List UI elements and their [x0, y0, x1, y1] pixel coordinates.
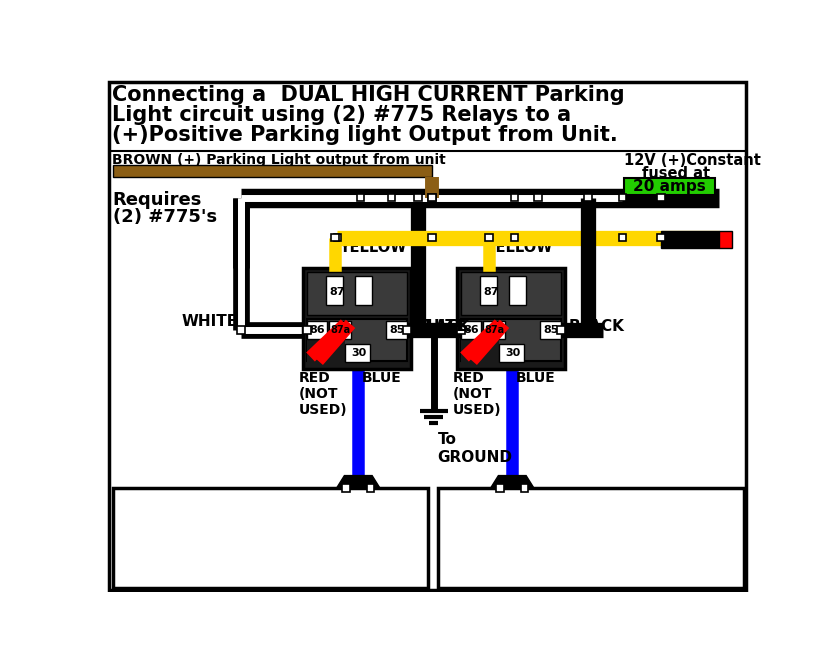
Bar: [113, 488, 428, 588]
Text: Requires: Requires: [113, 192, 202, 209]
Bar: [331, 234, 339, 241]
Text: vehicle...: vehicle...: [120, 528, 213, 546]
Bar: [619, 234, 626, 241]
Text: Connecting a  DUAL HIGH CURRENT Parking: Connecting a DUAL HIGH CURRENT Parking: [112, 85, 625, 105]
Bar: [584, 194, 591, 201]
Bar: [540, 321, 561, 339]
Text: 86: 86: [463, 325, 479, 335]
Text: 86: 86: [310, 325, 326, 335]
Bar: [660, 231, 719, 249]
Bar: [534, 194, 542, 201]
Bar: [511, 234, 519, 241]
Text: LEFT Parking Light wire on: LEFT Parking Light wire on: [120, 507, 391, 525]
Polygon shape: [337, 475, 380, 488]
Bar: [303, 269, 411, 368]
Bar: [461, 321, 481, 339]
Text: 87a: 87a: [484, 325, 504, 335]
Text: To
GROUND: To GROUND: [438, 432, 513, 465]
Bar: [329, 321, 351, 339]
Bar: [428, 194, 436, 201]
Bar: [485, 234, 493, 241]
Bar: [414, 194, 423, 201]
Bar: [624, 178, 715, 196]
Text: WHITE: WHITE: [411, 319, 467, 334]
Text: 87: 87: [329, 287, 345, 297]
Text: BROWN (+) Parking Light output from unit: BROWN (+) Parking Light output from unit: [112, 153, 446, 167]
Text: Light circuit using (2) #775 Relays to a: Light circuit using (2) #775 Relays to a: [112, 105, 571, 125]
Bar: [461, 272, 561, 315]
Bar: [428, 194, 436, 201]
Bar: [457, 269, 564, 368]
Text: 30: 30: [505, 348, 520, 358]
Text: fused at: fused at: [641, 166, 710, 181]
Polygon shape: [491, 475, 534, 488]
Bar: [499, 344, 524, 362]
Bar: [509, 276, 526, 305]
Text: 12V (+)Constant: 12V (+)Constant: [624, 153, 761, 168]
Text: 20 amps: 20 amps: [633, 180, 706, 194]
Text: (2) #775's: (2) #775's: [113, 207, 217, 225]
Text: RIGHT Parking Light wire: RIGHT Parking Light wire: [445, 507, 699, 525]
Text: BLACK: BLACK: [569, 319, 625, 334]
Text: 85: 85: [389, 325, 404, 335]
Bar: [237, 327, 245, 334]
Bar: [387, 194, 395, 201]
Bar: [719, 231, 732, 249]
Text: 87a: 87a: [331, 325, 351, 335]
Bar: [345, 344, 370, 362]
Bar: [461, 319, 561, 361]
Bar: [355, 276, 372, 305]
Bar: [428, 234, 436, 241]
Bar: [306, 319, 407, 361]
Bar: [657, 234, 665, 241]
Bar: [303, 327, 311, 334]
Bar: [403, 327, 411, 334]
Text: 87: 87: [483, 287, 498, 297]
Text: WHITE: WHITE: [181, 313, 237, 329]
Bar: [619, 194, 626, 201]
Bar: [511, 194, 519, 201]
Text: YELLOW: YELLOW: [485, 240, 553, 255]
Text: BLUE: BLUE: [362, 371, 402, 385]
Bar: [367, 484, 374, 491]
Bar: [334, 234, 342, 241]
Bar: [113, 164, 433, 177]
Bar: [483, 321, 504, 339]
Bar: [306, 321, 326, 339]
Text: (+)Positive Parking light Output from Unit.: (+)Positive Parking light Output from Un…: [112, 125, 618, 145]
Bar: [306, 272, 407, 315]
Bar: [480, 276, 497, 305]
Bar: [657, 194, 665, 201]
Text: BLACK: BLACK: [414, 319, 470, 334]
Text: RED
(NOT
USED): RED (NOT USED): [299, 371, 347, 417]
Text: 85: 85: [543, 325, 559, 335]
Bar: [326, 276, 343, 305]
Text: 30: 30: [352, 348, 367, 358]
Bar: [357, 194, 364, 201]
Bar: [557, 327, 564, 334]
Polygon shape: [461, 321, 499, 367]
Polygon shape: [306, 321, 345, 367]
Bar: [438, 488, 744, 588]
Bar: [457, 327, 464, 334]
Bar: [386, 321, 407, 339]
Bar: [521, 484, 529, 491]
Bar: [496, 484, 504, 491]
Bar: [342, 484, 350, 491]
Text: YELLOW: YELLOW: [339, 240, 407, 255]
Text: BLUE: BLUE: [516, 371, 556, 385]
Text: RED
(NOT
USED): RED (NOT USED): [453, 371, 502, 417]
Text: in vehicle...: in vehicle...: [445, 528, 563, 546]
